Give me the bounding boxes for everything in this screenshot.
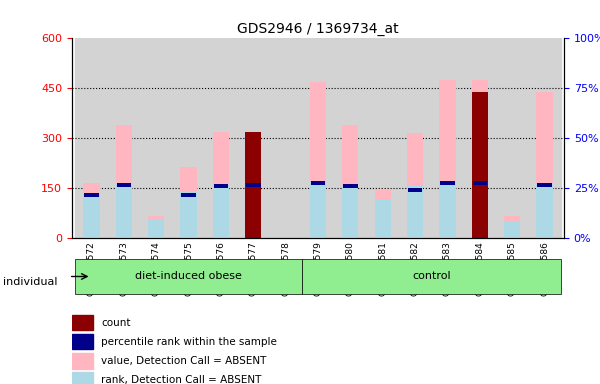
Bar	[399, 38, 431, 238]
Bar	[536, 183, 553, 238]
Bar	[472, 80, 488, 238]
Bar	[72, 334, 93, 349]
Bar	[496, 38, 529, 238]
Bar	[107, 38, 140, 238]
Bar	[72, 372, 93, 384]
Text: value, Detection Call = ABSENT: value, Detection Call = ABSENT	[101, 356, 266, 366]
Bar	[431, 38, 464, 238]
Bar	[214, 184, 228, 189]
Bar	[245, 132, 262, 238]
Bar	[213, 132, 229, 238]
Bar	[504, 222, 520, 238]
Bar	[439, 182, 455, 238]
Bar	[213, 183, 229, 238]
Text: percentile rank within the sample: percentile rank within the sample	[101, 337, 277, 347]
Bar	[84, 193, 99, 197]
Bar	[83, 193, 100, 238]
Bar	[367, 38, 399, 238]
Bar	[83, 183, 100, 238]
Bar	[148, 220, 164, 238]
Text: diet-induced obese: diet-induced obese	[135, 271, 242, 281]
Bar	[472, 180, 488, 238]
Bar	[181, 192, 197, 238]
Bar	[269, 38, 302, 238]
Bar	[310, 182, 326, 238]
Bar	[464, 38, 496, 238]
Bar	[245, 168, 262, 238]
Bar	[237, 38, 269, 238]
Bar	[473, 181, 487, 185]
Bar	[334, 38, 367, 238]
Bar	[181, 167, 197, 238]
Bar	[116, 183, 132, 238]
Bar	[472, 92, 488, 238]
Bar	[72, 353, 93, 369]
Bar	[407, 187, 423, 238]
Bar	[72, 315, 93, 330]
Bar	[407, 133, 423, 238]
Bar	[440, 181, 455, 185]
Bar	[529, 38, 561, 238]
Bar	[439, 80, 455, 238]
Text: count: count	[101, 318, 131, 328]
Bar	[374, 200, 391, 238]
Bar	[181, 193, 196, 197]
Text: rank, Detection Call = ABSENT: rank, Detection Call = ABSENT	[101, 375, 262, 384]
Bar	[374, 190, 391, 238]
Bar	[343, 184, 358, 189]
Bar	[311, 181, 325, 185]
Bar	[408, 188, 422, 192]
Bar	[342, 185, 358, 238]
Bar	[246, 183, 260, 187]
Bar	[310, 82, 326, 238]
Bar	[537, 183, 552, 187]
Bar	[342, 125, 358, 238]
FancyBboxPatch shape	[302, 259, 561, 294]
Bar	[116, 125, 132, 238]
Bar	[172, 38, 205, 238]
Bar	[245, 182, 262, 238]
Title: GDS2946 / 1369734_at: GDS2946 / 1369734_at	[237, 22, 399, 36]
Bar	[140, 38, 172, 238]
Text: individual: individual	[3, 277, 58, 287]
Bar	[116, 183, 131, 187]
Bar	[504, 217, 520, 238]
Bar	[205, 38, 237, 238]
Bar	[536, 92, 553, 238]
Bar	[302, 38, 334, 238]
FancyBboxPatch shape	[75, 259, 302, 294]
Bar	[75, 38, 107, 238]
Bar	[148, 217, 164, 238]
Text: control: control	[412, 271, 451, 281]
